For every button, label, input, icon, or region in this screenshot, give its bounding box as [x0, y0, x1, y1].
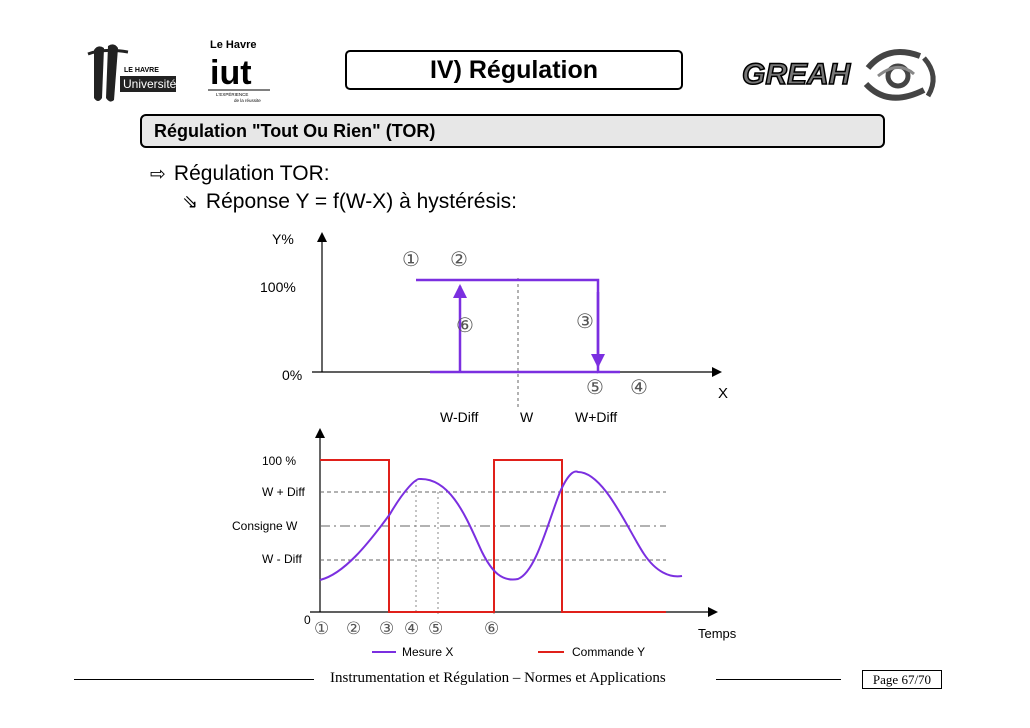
bottom-marker-6: ⑥ — [484, 619, 499, 638]
bottom-y-0-label: 0 — [304, 613, 311, 627]
footer-text: Instrumentation et Régulation – Normes e… — [330, 670, 666, 686]
top-x-tick-w: W — [520, 409, 534, 425]
bullet-level-1: ⇨ Régulation TOR: — [150, 162, 330, 186]
outline-arrow-icon: ⇨ — [150, 163, 166, 185]
slide-title: IV) Régulation — [345, 50, 683, 90]
bottom-y-wdiff-minus-label: W - Diff — [262, 552, 302, 566]
command-y-curve — [320, 459, 666, 613]
hysteresis-diagram: Y% 100% 0% X W-Diff W W+Diff ① ② ③ ④ ⑤ ⑥… — [232, 231, 737, 659]
top-x-tick-wdiff-minus: W-Diff — [440, 409, 478, 425]
greah-logo: GREAH — [738, 38, 944, 110]
logo-univ-top-text: LE HAVRE — [124, 67, 159, 74]
logo-iut-name-text: iut — [210, 54, 252, 92]
top-marker-6: ⑥ — [456, 315, 474, 337]
bullet-level-2-text: Réponse Y = f(W-X) à hystérésis: — [205, 190, 517, 213]
logo-iut-tagline-text: L'EXPÉRIENCE — [216, 91, 248, 97]
top-marker-2: ② — [450, 249, 468, 271]
bottom-marker-1: ① — [314, 619, 329, 638]
top-marker-4: ④ — [630, 377, 648, 399]
logo-iut-sub-text: de la réussite — [234, 98, 261, 103]
footer-rule-right — [716, 679, 841, 680]
bottom-marker-4: ④ — [404, 619, 419, 638]
bottom-graph: 100 % W + Diff Consigne W W - Diff 0 Tem… — [232, 428, 737, 659]
bottom-y-100-label: 100 % — [262, 454, 296, 468]
top-x-label: X — [718, 385, 728, 402]
universite-le-havre-logo: LE HAVRE Université — [84, 40, 196, 106]
top-marker-5: ⑤ — [586, 377, 604, 399]
logo-univ-name-text: Université — [123, 77, 177, 91]
logo-greah-text: GREAH — [742, 58, 852, 91]
top-y-0-label: 0% — [282, 367, 302, 383]
event-guides — [388, 480, 495, 614]
top-y-100-label: 100% — [260, 279, 296, 295]
bottom-x-label: Temps — [698, 626, 737, 641]
footer-rule-left — [74, 679, 314, 680]
iut-le-havre-logo: Le Havre iut L'EXPÉRIENCE de la réussite — [204, 36, 276, 106]
bottom-marker-3: ③ — [379, 619, 394, 638]
top-x-tick-wdiff-plus: W+Diff — [575, 409, 617, 425]
legend-label-command: Commande Y — [572, 645, 645, 659]
top-y-label: Y% — [272, 231, 294, 247]
bullet-level-1-text: Régulation TOR: — [173, 162, 330, 185]
bullet-level-2: ⇘ Réponse Y = f(W-X) à hystérésis: — [182, 190, 517, 214]
bottom-y-setpoint-label: Consigne W — [232, 519, 298, 533]
page-number: Page 67/70 — [862, 670, 942, 689]
logo-iut-top-text: Le Havre — [210, 39, 256, 51]
curved-arrow-icon: ⇘ — [182, 191, 198, 213]
top-marker-1: ① — [402, 249, 420, 271]
bottom-marker-2: ② — [346, 619, 361, 638]
section-title-bar: Régulation "Tout Ou Rien" (TOR) — [140, 114, 885, 148]
bottom-marker-5: ⑤ — [428, 619, 443, 638]
bottom-y-wdiff-plus-label: W + Diff — [262, 485, 305, 499]
top-marker-3: ③ — [576, 311, 594, 333]
legend-label-measure: Mesure X — [402, 645, 453, 659]
top-graph: Y% 100% 0% X W-Diff W W+Diff ① ② ③ ④ ⑤ ⑥ — [260, 231, 728, 425]
measure-x-curve — [319, 470, 683, 581]
